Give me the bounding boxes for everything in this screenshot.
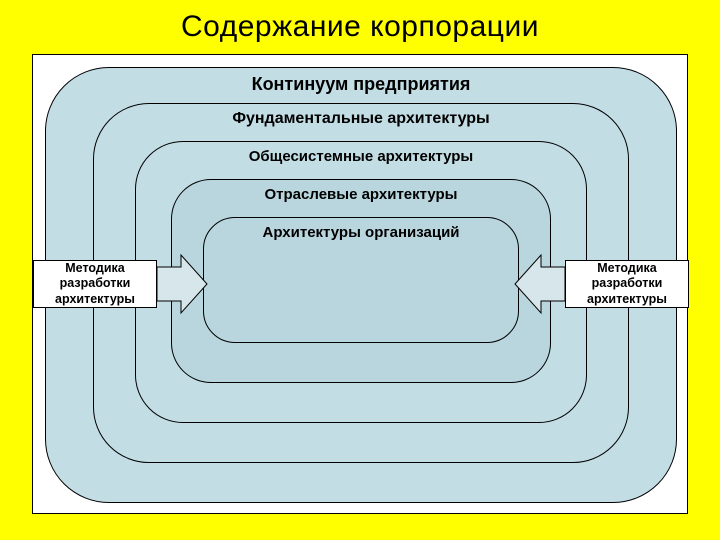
layer-2-label: Общесистемные архитектуры (249, 148, 474, 165)
right-arrow: Методика разработки архитектуры (513, 253, 689, 315)
slide-page: Содержание корпорации Континуум предприя… (0, 0, 720, 540)
right-arrow-label: Методика разработки архитектуры (565, 260, 689, 308)
arrow-left-icon (513, 253, 565, 315)
left-arrow-label: Методика разработки архитектуры (33, 260, 157, 308)
layer-4: Архитектуры организаций (203, 217, 519, 343)
layer-1-label: Фундаментальные архитектуры (232, 110, 489, 127)
layer-4-label: Архитектуры организаций (262, 224, 459, 241)
layer-3-label: Отраслевые архитектуры (265, 186, 458, 203)
diagram-panel: Континуум предприятия Фундаментальные ар… (32, 54, 688, 514)
layer-0-label: Континуум предприятия (252, 74, 471, 94)
arrow-right-icon (157, 253, 209, 315)
page-title: Содержание корпорации (0, 4, 720, 54)
left-arrow: Методика разработки архитектуры (33, 253, 209, 315)
